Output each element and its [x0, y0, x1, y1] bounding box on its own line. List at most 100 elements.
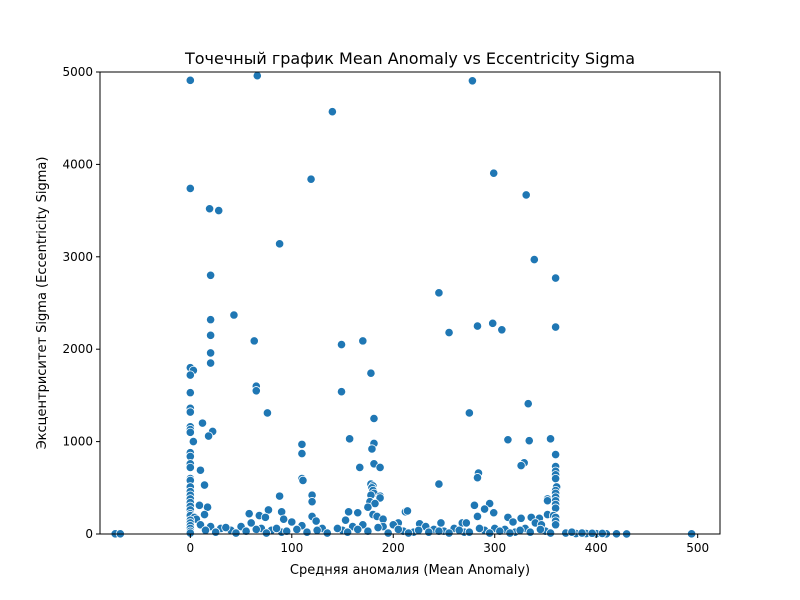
- data-point: [587, 528, 597, 538]
- data-point: [282, 526, 292, 536]
- data-point: [206, 270, 216, 280]
- data-point: [297, 439, 307, 449]
- data-point: [185, 407, 195, 417]
- data-point: [508, 517, 518, 527]
- data-point: [252, 71, 262, 81]
- data-point: [424, 527, 434, 537]
- data-point: [307, 497, 317, 507]
- data-point: [206, 330, 216, 340]
- data-point: [244, 509, 254, 519]
- data-point: [251, 386, 261, 396]
- data-point: [474, 523, 485, 534]
- data-point: [194, 500, 205, 510]
- data-point: [472, 473, 483, 483]
- data-point: [505, 528, 515, 538]
- data-point: [342, 527, 353, 537]
- data-point: [261, 528, 272, 538]
- data-point: [515, 525, 525, 535]
- data-point: [246, 518, 256, 528]
- data-point: [204, 204, 215, 214]
- data-point: [353, 524, 363, 534]
- data-point: [525, 527, 535, 537]
- data-point: [485, 528, 495, 538]
- x-tick-label: 200: [382, 541, 405, 555]
- data-point: [516, 513, 526, 523]
- data-point: [489, 508, 499, 518]
- data-point: [551, 473, 561, 484]
- data-point: [551, 322, 561, 332]
- data-point: [467, 76, 478, 86]
- data-point: [340, 515, 351, 525]
- data-point: [469, 500, 480, 510]
- data-point: [344, 507, 354, 517]
- data-point: [249, 336, 259, 346]
- data-point: [260, 512, 270, 522]
- data-point: [551, 520, 561, 530]
- data-point: [311, 516, 321, 526]
- data-point: [298, 475, 308, 486]
- x-axis-ticks: 0 100 200 300 400 500: [186, 534, 709, 555]
- data-point: [203, 431, 214, 441]
- data-point: [567, 527, 577, 537]
- data-point: [464, 527, 474, 537]
- data-point: [206, 358, 216, 368]
- data-point: [577, 528, 587, 538]
- data-point: [200, 525, 211, 535]
- data-point: [529, 254, 539, 265]
- data-point: [497, 325, 507, 335]
- data-point: [535, 524, 545, 534]
- data-point: [206, 348, 216, 358]
- data-point: [597, 528, 607, 539]
- data-point: [366, 368, 376, 378]
- data-point: [479, 504, 490, 514]
- data-point: [355, 462, 365, 473]
- y-tick-label: 4000: [62, 157, 93, 171]
- data-point: [551, 273, 561, 283]
- data-point: [336, 387, 347, 397]
- data-point: [524, 436, 534, 446]
- y-axis-ticks: 0 1000 2000 3000 4000 5000: [62, 65, 100, 541]
- data-point: [302, 527, 312, 537]
- y-axis-label: Эксцентриситет Sigma (Eccentricity Sigma…: [35, 157, 50, 450]
- data-point: [373, 522, 383, 533]
- data-point: [211, 527, 221, 537]
- data-point: [297, 449, 307, 459]
- x-tick-label: 400: [585, 541, 608, 555]
- data-point: [434, 288, 444, 298]
- data-point: [521, 190, 531, 200]
- data-point: [383, 528, 393, 538]
- data-point: [322, 528, 332, 538]
- data-point: [444, 327, 454, 338]
- data-point: [369, 413, 379, 424]
- plot-frame: [99, 71, 721, 535]
- data-point: [461, 518, 471, 528]
- data-point: [358, 336, 368, 346]
- data-point: [206, 315, 216, 325]
- data-point: [345, 434, 355, 444]
- data-point: [516, 461, 526, 471]
- data-point: [336, 339, 347, 350]
- data-point: [327, 107, 337, 117]
- data-point: [332, 523, 343, 534]
- data-point: [199, 480, 210, 490]
- data-point: [436, 518, 446, 528]
- data-point: [370, 498, 380, 509]
- data-point: [185, 75, 195, 85]
- data-point: [503, 435, 513, 445]
- data-point: [195, 465, 206, 475]
- data-point: [363, 502, 373, 512]
- data-point: [271, 523, 282, 534]
- data-point: [275, 491, 285, 501]
- y-tick-label: 5000: [62, 65, 93, 79]
- data-point: [472, 321, 483, 331]
- data-point: [472, 511, 483, 522]
- data-point: [287, 517, 297, 527]
- data-point: [241, 526, 251, 536]
- data-point: [231, 528, 241, 538]
- data-point: [185, 370, 195, 380]
- data-point: [185, 427, 195, 437]
- data-point: [197, 418, 208, 428]
- x-tick-label: 300: [483, 541, 506, 555]
- data-point: [434, 526, 444, 536]
